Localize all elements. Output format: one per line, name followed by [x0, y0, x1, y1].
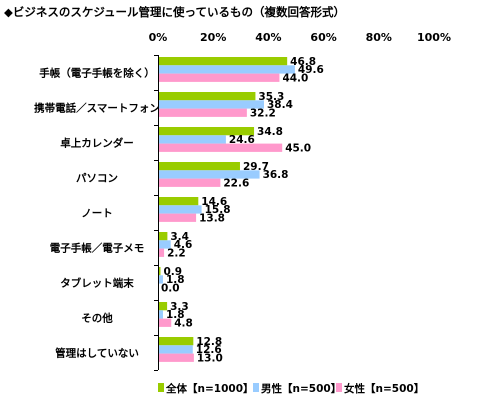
- data-label: 35.3: [258, 91, 284, 103]
- x-tick-label: 60%: [310, 31, 336, 44]
- bar: [158, 302, 168, 311]
- bar: [158, 162, 240, 171]
- category-label: ノート: [81, 208, 113, 220]
- bar: [158, 213, 197, 222]
- legend-swatch: [253, 383, 259, 392]
- bar: [158, 57, 288, 66]
- chart-title: ◆ビジネスのスケジュール管理に使っているもの（複数回答形式）: [4, 5, 345, 19]
- data-label: 29.7: [243, 161, 269, 173]
- bar: [158, 248, 165, 257]
- data-label: 12.8: [196, 336, 222, 348]
- category-label: 携帯電話／スマートフォン: [34, 102, 160, 115]
- data-label: 44.0: [282, 72, 308, 84]
- bar: [158, 100, 264, 109]
- legend-swatch: [158, 383, 164, 392]
- x-tick-label: 40%: [255, 31, 281, 44]
- data-label: 24.6: [229, 134, 255, 146]
- data-label: 32.2: [250, 107, 276, 119]
- bar: [158, 197, 199, 206]
- category-label: 手帳（電子手帳を除く）: [39, 67, 155, 80]
- data-label: 1.8: [166, 274, 185, 286]
- data-label: 1.8: [166, 309, 185, 321]
- data-label: 14.6: [201, 196, 227, 208]
- bar: [158, 337, 194, 346]
- data-label: 4.6: [174, 239, 193, 251]
- bar: [158, 275, 163, 284]
- data-label: 36.8: [263, 169, 289, 181]
- bar: [158, 178, 221, 187]
- category-label: 電子手帳／電子メモ: [50, 242, 145, 255]
- bar: [158, 170, 260, 179]
- data-label: 15.8: [205, 204, 231, 216]
- bar: [158, 205, 202, 214]
- category-label: 管理はしていない: [55, 347, 139, 360]
- data-label: 13.0: [197, 352, 223, 364]
- bar: [158, 232, 168, 241]
- x-tick-label: 80%: [366, 31, 392, 44]
- bar: [158, 240, 171, 249]
- data-label: 2.2: [167, 247, 186, 259]
- category-label: パソコン: [76, 173, 118, 185]
- category-label: 卓上カレンダー: [60, 137, 134, 150]
- data-label: 3.4: [170, 231, 189, 243]
- bar: [158, 73, 280, 82]
- bar: [158, 318, 172, 327]
- bar: [158, 143, 283, 152]
- bar: [158, 65, 295, 74]
- x-tick-label: 20%: [200, 31, 226, 44]
- category-label: タブレット端末: [60, 277, 134, 290]
- data-label: 13.8: [199, 212, 225, 224]
- bar: [158, 310, 163, 319]
- data-label: 0.9: [163, 266, 182, 278]
- data-label: 12.6: [196, 344, 222, 356]
- legend-label: 男性【n=500】: [261, 382, 341, 395]
- bar: [158, 353, 194, 362]
- legend-label: 女性【n=500】: [344, 382, 424, 395]
- x-tick-label: 100%: [417, 31, 451, 44]
- data-label: 46.8: [290, 56, 316, 68]
- category-label: その他: [81, 312, 113, 325]
- data-label: 22.6: [223, 177, 249, 189]
- data-label: 34.8: [257, 126, 283, 138]
- data-label: 45.0: [285, 142, 311, 154]
- legend-swatch: [336, 383, 342, 392]
- bar: [158, 92, 256, 101]
- bar: [158, 345, 193, 354]
- data-label: 0.0: [161, 282, 180, 294]
- data-label: 38.4: [267, 99, 293, 111]
- bar: [158, 127, 255, 136]
- data-label: 49.6: [298, 64, 324, 76]
- legend-label: 全体【n=1000】: [165, 382, 254, 395]
- data-label: 4.8: [174, 317, 193, 329]
- x-tick-label: 0%: [149, 31, 168, 44]
- bar: [158, 267, 161, 276]
- bar: [158, 135, 226, 144]
- data-label: 3.3: [170, 301, 189, 313]
- bar: [158, 108, 247, 117]
